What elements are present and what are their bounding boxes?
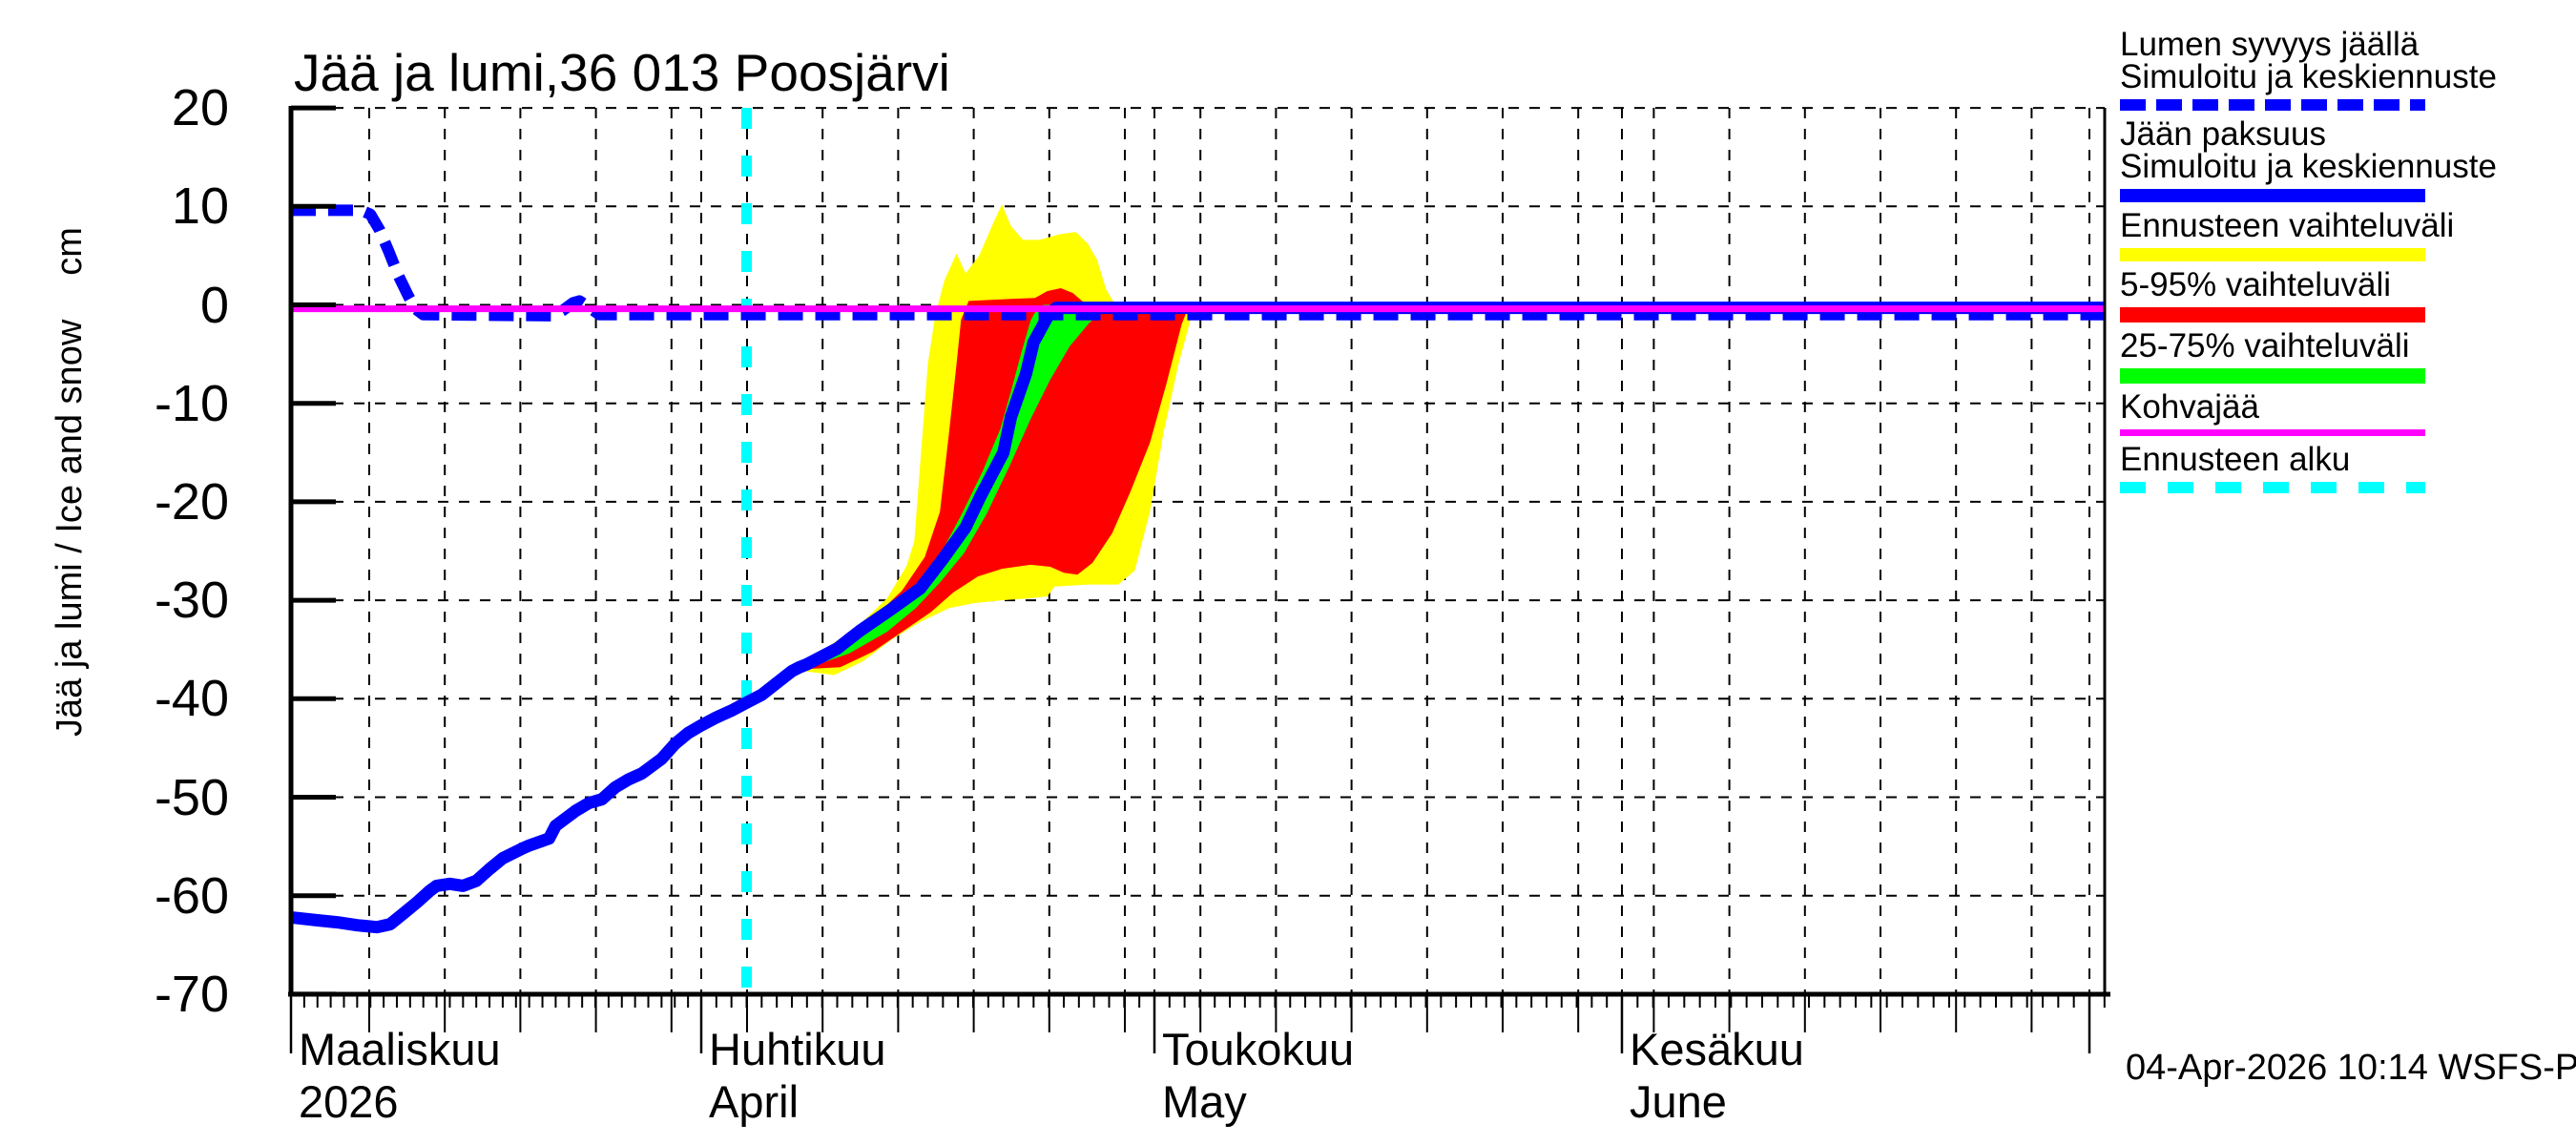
legend-label: 25-75% vaihteluväli: [2120, 327, 2410, 364]
legend-swatch: [2120, 307, 2425, 323]
legend-swatch: [2120, 248, 2425, 261]
x-month-label-june: Kesäkuu June: [1630, 1023, 1804, 1128]
legend-swatch: [2120, 368, 2425, 384]
legend-label: Ennusteen vaihteluväli: [2120, 207, 2455, 244]
y-tick-label: -50: [154, 768, 229, 826]
month-name-sub: 2026: [299, 1076, 399, 1127]
y-tick-label: -30: [154, 572, 229, 630]
chart-title: Jää ja lumi,36 013 Poosjärvi: [294, 43, 950, 102]
legend-swatch: [2120, 482, 2425, 493]
timestamp: 04-Apr-2026 10:14 WSFS-P: [2126, 1048, 2576, 1088]
legend-entry-4: 25-75% vaihteluväli: [2120, 327, 2568, 384]
y-tick-label: -20: [154, 472, 229, 531]
month-name-fi: Toukokuu: [1162, 1024, 1355, 1074]
month-name-sub: May: [1162, 1076, 1247, 1127]
band-25-75: [806, 304, 1115, 669]
y-tick-label: -40: [154, 670, 229, 728]
legend-swatch: [2120, 429, 2425, 436]
legend-swatch: [2120, 189, 2425, 202]
legend-label: Ennusteen alku: [2120, 441, 2351, 478]
y-tick-label: 20: [171, 79, 229, 137]
x-month-label-april: Huhtikuu April: [709, 1023, 886, 1128]
y-tick-label: 0: [199, 276, 229, 334]
legend-entry-0: Lumen syvyys jäällä Simuloitu ja keskienn…: [2120, 26, 2568, 111]
month-name-sub: April: [709, 1076, 800, 1127]
legend-label: 5-95% vaihteluväli: [2120, 266, 2392, 303]
y-tick-label: -10: [154, 374, 229, 432]
legend-entry-5: Kohvajää: [2120, 388, 2568, 436]
ice-thickness-line: [290, 302, 2105, 934]
x-month-label-2026: Maaliskuu 2026: [299, 1023, 501, 1128]
legend-swatch: [2120, 99, 2425, 111]
legend-label: Simuloitu ja keskiennuste: [2120, 58, 2497, 95]
legend-entry-1: Jään paksuus Simuloitu ja keskiennuste: [2120, 115, 2568, 202]
y-axis-unit: cm: [49, 227, 90, 276]
legend-label: Lumen syvyys jäällä: [2120, 26, 2420, 63]
month-name-fi: Kesäkuu: [1630, 1024, 1804, 1074]
month-name-fi: Maaliskuu: [299, 1024, 501, 1074]
month-name-fi: Huhtikuu: [709, 1024, 886, 1074]
month-name-sub: June: [1630, 1076, 1727, 1127]
legend-label: Kohvajää: [2120, 388, 2259, 426]
legend-entry-2: Ennusteen vaihteluväli: [2120, 207, 2568, 261]
x-month-label-may: Toukokuu May: [1162, 1023, 1354, 1128]
legend-entry-3: 5-95% vaihteluväli: [2120, 266, 2568, 323]
legend-label: Simuloitu ja keskiennuste: [2120, 148, 2497, 185]
legend: Lumen syvyys jäällä Simuloitu ja keskienn…: [2120, 0, 2568, 501]
snow-depth-line: [291, 204, 2105, 322]
y-tick-label: 10: [171, 177, 229, 236]
legend-entry-6: Ennusteen alku: [2120, 441, 2568, 493]
y-tick-label: -70: [154, 965, 229, 1023]
legend-label: Jään paksuus: [2120, 115, 2326, 153]
y-tick-label: -60: [154, 866, 229, 925]
